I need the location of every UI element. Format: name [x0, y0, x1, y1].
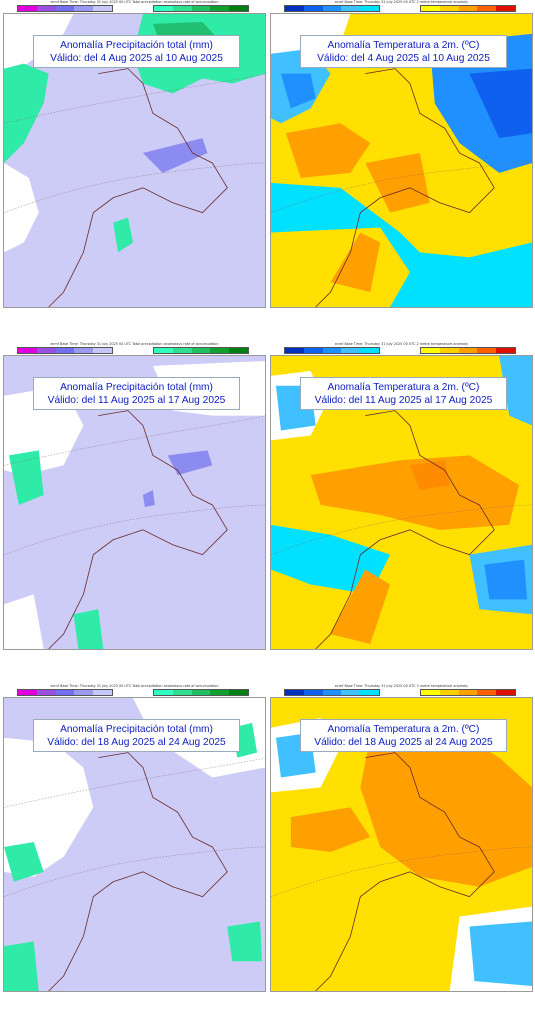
- map-title: Anomalía Temperatura a 2m. (ºC): [327, 40, 480, 51]
- precip-dry-colorbar: [17, 689, 113, 696]
- temp-panel-week3: ecmf Base Time: Thursday 31 July 2025 00…: [270, 684, 533, 992]
- temp-warm-colorbar: [420, 5, 516, 12]
- precip-header: ecmf Base Time: Thursday 31 July 2025 00…: [3, 684, 266, 697]
- map-title: Anomalía Precipitación total (mm): [60, 382, 213, 393]
- precip-header: ecmf Base Time: Thursday 31 July 2025 00…: [3, 342, 266, 355]
- temp-header-text: ecmf Base Time: Thursday 31 July 2025 00…: [334, 0, 469, 4]
- precip-panel-week1: ecmf Base Time: Thursday 31 July 2025 00…: [3, 0, 266, 308]
- map-period: Válido: del 4 Aug 2025 al 10 Aug 2025: [317, 53, 490, 64]
- map-title-box: Anomalía Temperatura a 2m. (ºC) Válido: …: [300, 719, 507, 752]
- precip-panel-week2: ecmf Base Time: Thursday 31 July 2025 00…: [3, 342, 266, 650]
- precip-header-text: ecmf Base Time: Thursday 31 July 2025 00…: [50, 342, 219, 346]
- precip-header-text: ecmf Base Time: Thursday 31 July 2025 00…: [50, 684, 219, 688]
- temp-cold-colorbar: [284, 689, 380, 696]
- precip-wet-colorbar: [153, 5, 249, 12]
- precip-header-text: ecmf Base Time: Thursday 31 July 2025 00…: [50, 0, 219, 4]
- map-title-box: Anomalía Precipitación total (mm) Válido…: [33, 35, 240, 68]
- map-period: Válido: del 11 Aug 2025 al 17 Aug 2025: [314, 395, 493, 406]
- temp-panel-week2: ecmf Base Time: Thursday 31 July 2025 00…: [270, 342, 533, 650]
- map-title-box: Anomalía Precipitación total (mm) Válido…: [33, 719, 240, 752]
- map-title: Anomalía Precipitación total (mm): [60, 724, 213, 735]
- map-title-box: Anomalía Precipitación total (mm) Válido…: [33, 377, 240, 410]
- map-period: Válido: del 18 Aug 2025 al 24 Aug 2025: [47, 737, 226, 748]
- temp-cold-colorbar: [284, 5, 380, 12]
- temp-header: ecmf Base Time: Thursday 31 July 2025 00…: [270, 0, 533, 13]
- temp-map: Anomalía Temperatura a 2m. (ºC) Válido: …: [270, 355, 533, 650]
- temp-header: ecmf Base Time: Thursday 31 July 2025 00…: [270, 342, 533, 355]
- map-title: Anomalía Precipitación total (mm): [60, 40, 213, 51]
- precip-map: Anomalía Precipitación total (mm) Válido…: [3, 697, 266, 992]
- precip-header: ecmf Base Time: Thursday 31 July 2025 00…: [3, 0, 266, 13]
- temp-map: Anomalía Temperatura a 2m. (ºC) Válido: …: [270, 697, 533, 992]
- precip-map: Anomalía Precipitación total (mm) Válido…: [3, 355, 266, 650]
- precip-wet-colorbar: [153, 689, 249, 696]
- map-period: Válido: del 11 Aug 2025 al 17 Aug 2025: [47, 395, 226, 406]
- precip-wet-colorbar: [153, 347, 249, 354]
- precip-dry-colorbar: [17, 5, 113, 12]
- precip-map: Anomalía Precipitación total (mm) Válido…: [3, 13, 266, 308]
- map-title: Anomalía Temperatura a 2m. (ºC): [327, 382, 480, 393]
- precip-dry-colorbar: [17, 347, 113, 354]
- temp-cold-colorbar: [284, 347, 380, 354]
- temp-panel-week1: ecmf Base Time: Thursday 31 July 2025 00…: [270, 0, 533, 308]
- map-title: Anomalía Temperatura a 2m. (ºC): [327, 724, 480, 735]
- temp-header: ecmf Base Time: Thursday 31 July 2025 00…: [270, 684, 533, 697]
- map-period: Válido: del 4 Aug 2025 al 10 Aug 2025: [50, 53, 223, 64]
- temp-header-text: ecmf Base Time: Thursday 31 July 2025 00…: [334, 684, 469, 688]
- temp-warm-colorbar: [420, 347, 516, 354]
- map-period: Válido: del 18 Aug 2025 al 24 Aug 2025: [314, 737, 493, 748]
- map-title-box: Anomalía Temperatura a 2m. (ºC) Válido: …: [300, 377, 507, 410]
- map-title-box: Anomalía Temperatura a 2m. (ºC) Válido: …: [300, 35, 507, 68]
- temp-header-text: ecmf Base Time: Thursday 31 July 2025 00…: [334, 342, 469, 346]
- temp-warm-colorbar: [420, 689, 516, 696]
- temp-map: Anomalía Temperatura a 2m. (ºC) Válido: …: [270, 13, 533, 308]
- precip-panel-week3: ecmf Base Time: Thursday 31 July 2025 00…: [3, 684, 266, 992]
